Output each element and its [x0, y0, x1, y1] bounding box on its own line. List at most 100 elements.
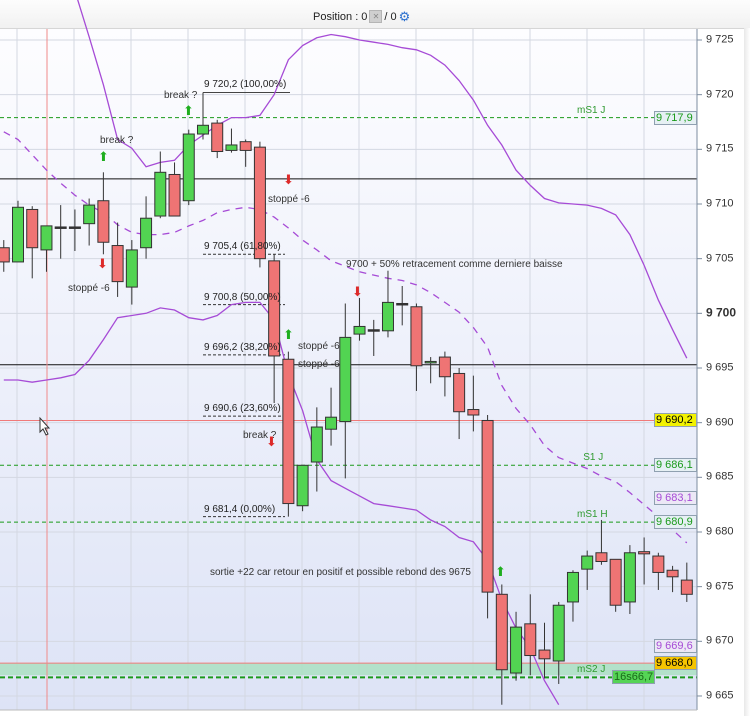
candle-bearish[interactable] — [467, 409, 480, 416]
panel-shadow — [744, 28, 750, 716]
position-icon[interactable]: ✕ — [369, 10, 383, 23]
candle-bullish[interactable] — [54, 226, 67, 229]
candle-bullish[interactable] — [581, 555, 594, 570]
candle-bullish[interactable] — [424, 360, 437, 364]
price-tag: 9 690,2 — [654, 413, 697, 428]
candle-bullish[interactable] — [225, 144, 238, 151]
candle-bearish[interactable] — [97, 200, 110, 243]
annotation-text: break ? — [243, 430, 277, 441]
annotation-text: sortie +22 car retour en positif et poss… — [210, 567, 471, 578]
candle-bearish[interactable] — [168, 173, 181, 217]
axis-tick-label: 9 725 — [706, 33, 734, 46]
candle-bullish[interactable] — [68, 226, 81, 229]
candle-bullish[interactable] — [12, 206, 24, 263]
candle-bullish[interactable] — [196, 124, 209, 135]
candle-bearish[interactable] — [239, 141, 252, 151]
position-label: Position : 0 — [313, 10, 368, 23]
candle-bullish[interactable] — [566, 571, 579, 603]
mouse-cursor-icon — [39, 416, 51, 436]
candle-bearish[interactable] — [595, 552, 608, 563]
gear-icon[interactable]: ⚙ — [398, 9, 411, 24]
candle-bearish[interactable] — [410, 306, 423, 367]
candle-bearish[interactable] — [638, 551, 651, 555]
candle-bullish[interactable] — [552, 604, 565, 662]
bollinger-upper-band — [77, 0, 688, 359]
price-tag: 9 717,9 — [654, 110, 697, 125]
fib-label: 9 705,4 (61,80%) — [204, 241, 281, 253]
price-tag: 9 683,1 — [654, 491, 697, 506]
price-tag: 9 668,0 — [654, 656, 697, 671]
annotation-text: break ? — [164, 90, 198, 101]
axis-tick-label: 9 690 — [706, 416, 734, 429]
candle-bullish[interactable] — [182, 133, 195, 202]
candle-bearish[interactable] — [253, 146, 266, 260]
axis-tick-label: 9 720 — [706, 88, 734, 101]
candle-bearish[interactable] — [453, 372, 466, 413]
axis-tick-label: 9 700 — [706, 305, 737, 320]
candle-bullish[interactable] — [623, 552, 636, 603]
candle-bullish[interactable] — [140, 217, 153, 249]
fib-label: 9 700,8 (50,00%) — [204, 291, 281, 303]
chart-toolbar: Position : 0 ✕ / 0 ⚙ — [0, 0, 750, 29]
arrow-up-icon: ⬆ — [283, 327, 294, 342]
candle-bullish[interactable] — [396, 302, 409, 306]
candle-bullish[interactable] — [296, 464, 309, 507]
axis-tick-label: 9 695 — [706, 361, 734, 374]
bollinger-lower-band — [3, 301, 560, 706]
price-tag: 16s66,7 — [612, 670, 655, 685]
candle-bullish[interactable] — [325, 416, 338, 430]
axis-tick-label: 9 715 — [706, 142, 734, 155]
candle-bearish[interactable] — [538, 649, 551, 660]
support-zone — [0, 663, 697, 676]
price-tag: 9 680,9 — [654, 515, 697, 530]
arrow-up-icon: ⬆ — [98, 149, 109, 164]
arrow-down-icon: ⬇ — [97, 256, 108, 271]
candle-bearish[interactable] — [495, 593, 508, 671]
level-label: mS1 H — [577, 509, 608, 521]
axis-tick-label: 9 710 — [706, 197, 734, 210]
candle-bearish[interactable] — [111, 245, 124, 283]
candle-bearish[interactable] — [0, 247, 10, 263]
axis-tick-label: 9 685 — [706, 470, 734, 483]
annotation-text: stoppé -6 — [298, 341, 340, 352]
level-label: S1 J — [583, 452, 604, 464]
candle-bearish[interactable] — [211, 122, 224, 153]
arrow-up-icon: ⬆ — [495, 564, 506, 579]
candle-bearish[interactable] — [524, 623, 537, 657]
candle-bearish[interactable] — [666, 569, 679, 578]
candle-bullish[interactable] — [125, 249, 138, 288]
candle-bullish[interactable] — [510, 626, 523, 674]
candle-bullish[interactable] — [381, 301, 394, 332]
level-label: mS2 J — [577, 664, 606, 676]
candle-bullish[interactable] — [40, 225, 53, 251]
annotation-text: break ? — [100, 135, 134, 146]
fib-label: 9 696,2 (38,20%) — [204, 341, 281, 353]
candle-bullish[interactable] — [339, 336, 352, 423]
candle-bearish[interactable] — [609, 558, 622, 606]
candle-bearish[interactable] — [268, 260, 281, 357]
candle-bearish[interactable] — [282, 358, 295, 505]
candle-bullish[interactable] — [83, 204, 96, 225]
annotation-text: stoppé -6 — [68, 283, 110, 294]
candle-bullish[interactable] — [310, 426, 323, 463]
candle-bullish[interactable] — [154, 171, 167, 217]
position-indicator: Position : 0 ✕ / 0 ⚙ — [313, 10, 410, 23]
candle-bearish[interactable] — [680, 579, 693, 595]
annotation-text: 9700 + 50% retracement comme derniere ba… — [346, 259, 563, 270]
fib-label: 9 690,6 (23,60%) — [204, 403, 281, 415]
axis-tick-label: 9 665 — [706, 689, 734, 702]
axis-tick-label: 9 675 — [706, 580, 734, 593]
fib-label: 9 720,2 (100,00%) — [204, 79, 287, 91]
position-count: / 0 — [384, 10, 397, 23]
candle-bearish[interactable] — [26, 208, 39, 249]
annotation-text: stoppé -6 — [298, 359, 340, 370]
candle-bullish[interactable] — [353, 325, 366, 335]
candle-bearish[interactable] — [438, 356, 451, 378]
annotation-text: stoppé -6 — [268, 194, 310, 205]
arrow-up-icon: ⬆ — [183, 103, 194, 118]
fib-label: 9 681,4 (0,00%) — [204, 503, 276, 515]
candle-bearish[interactable] — [652, 555, 665, 573]
candle-bullish[interactable] — [367, 329, 380, 332]
candle-bearish[interactable] — [481, 419, 494, 593]
